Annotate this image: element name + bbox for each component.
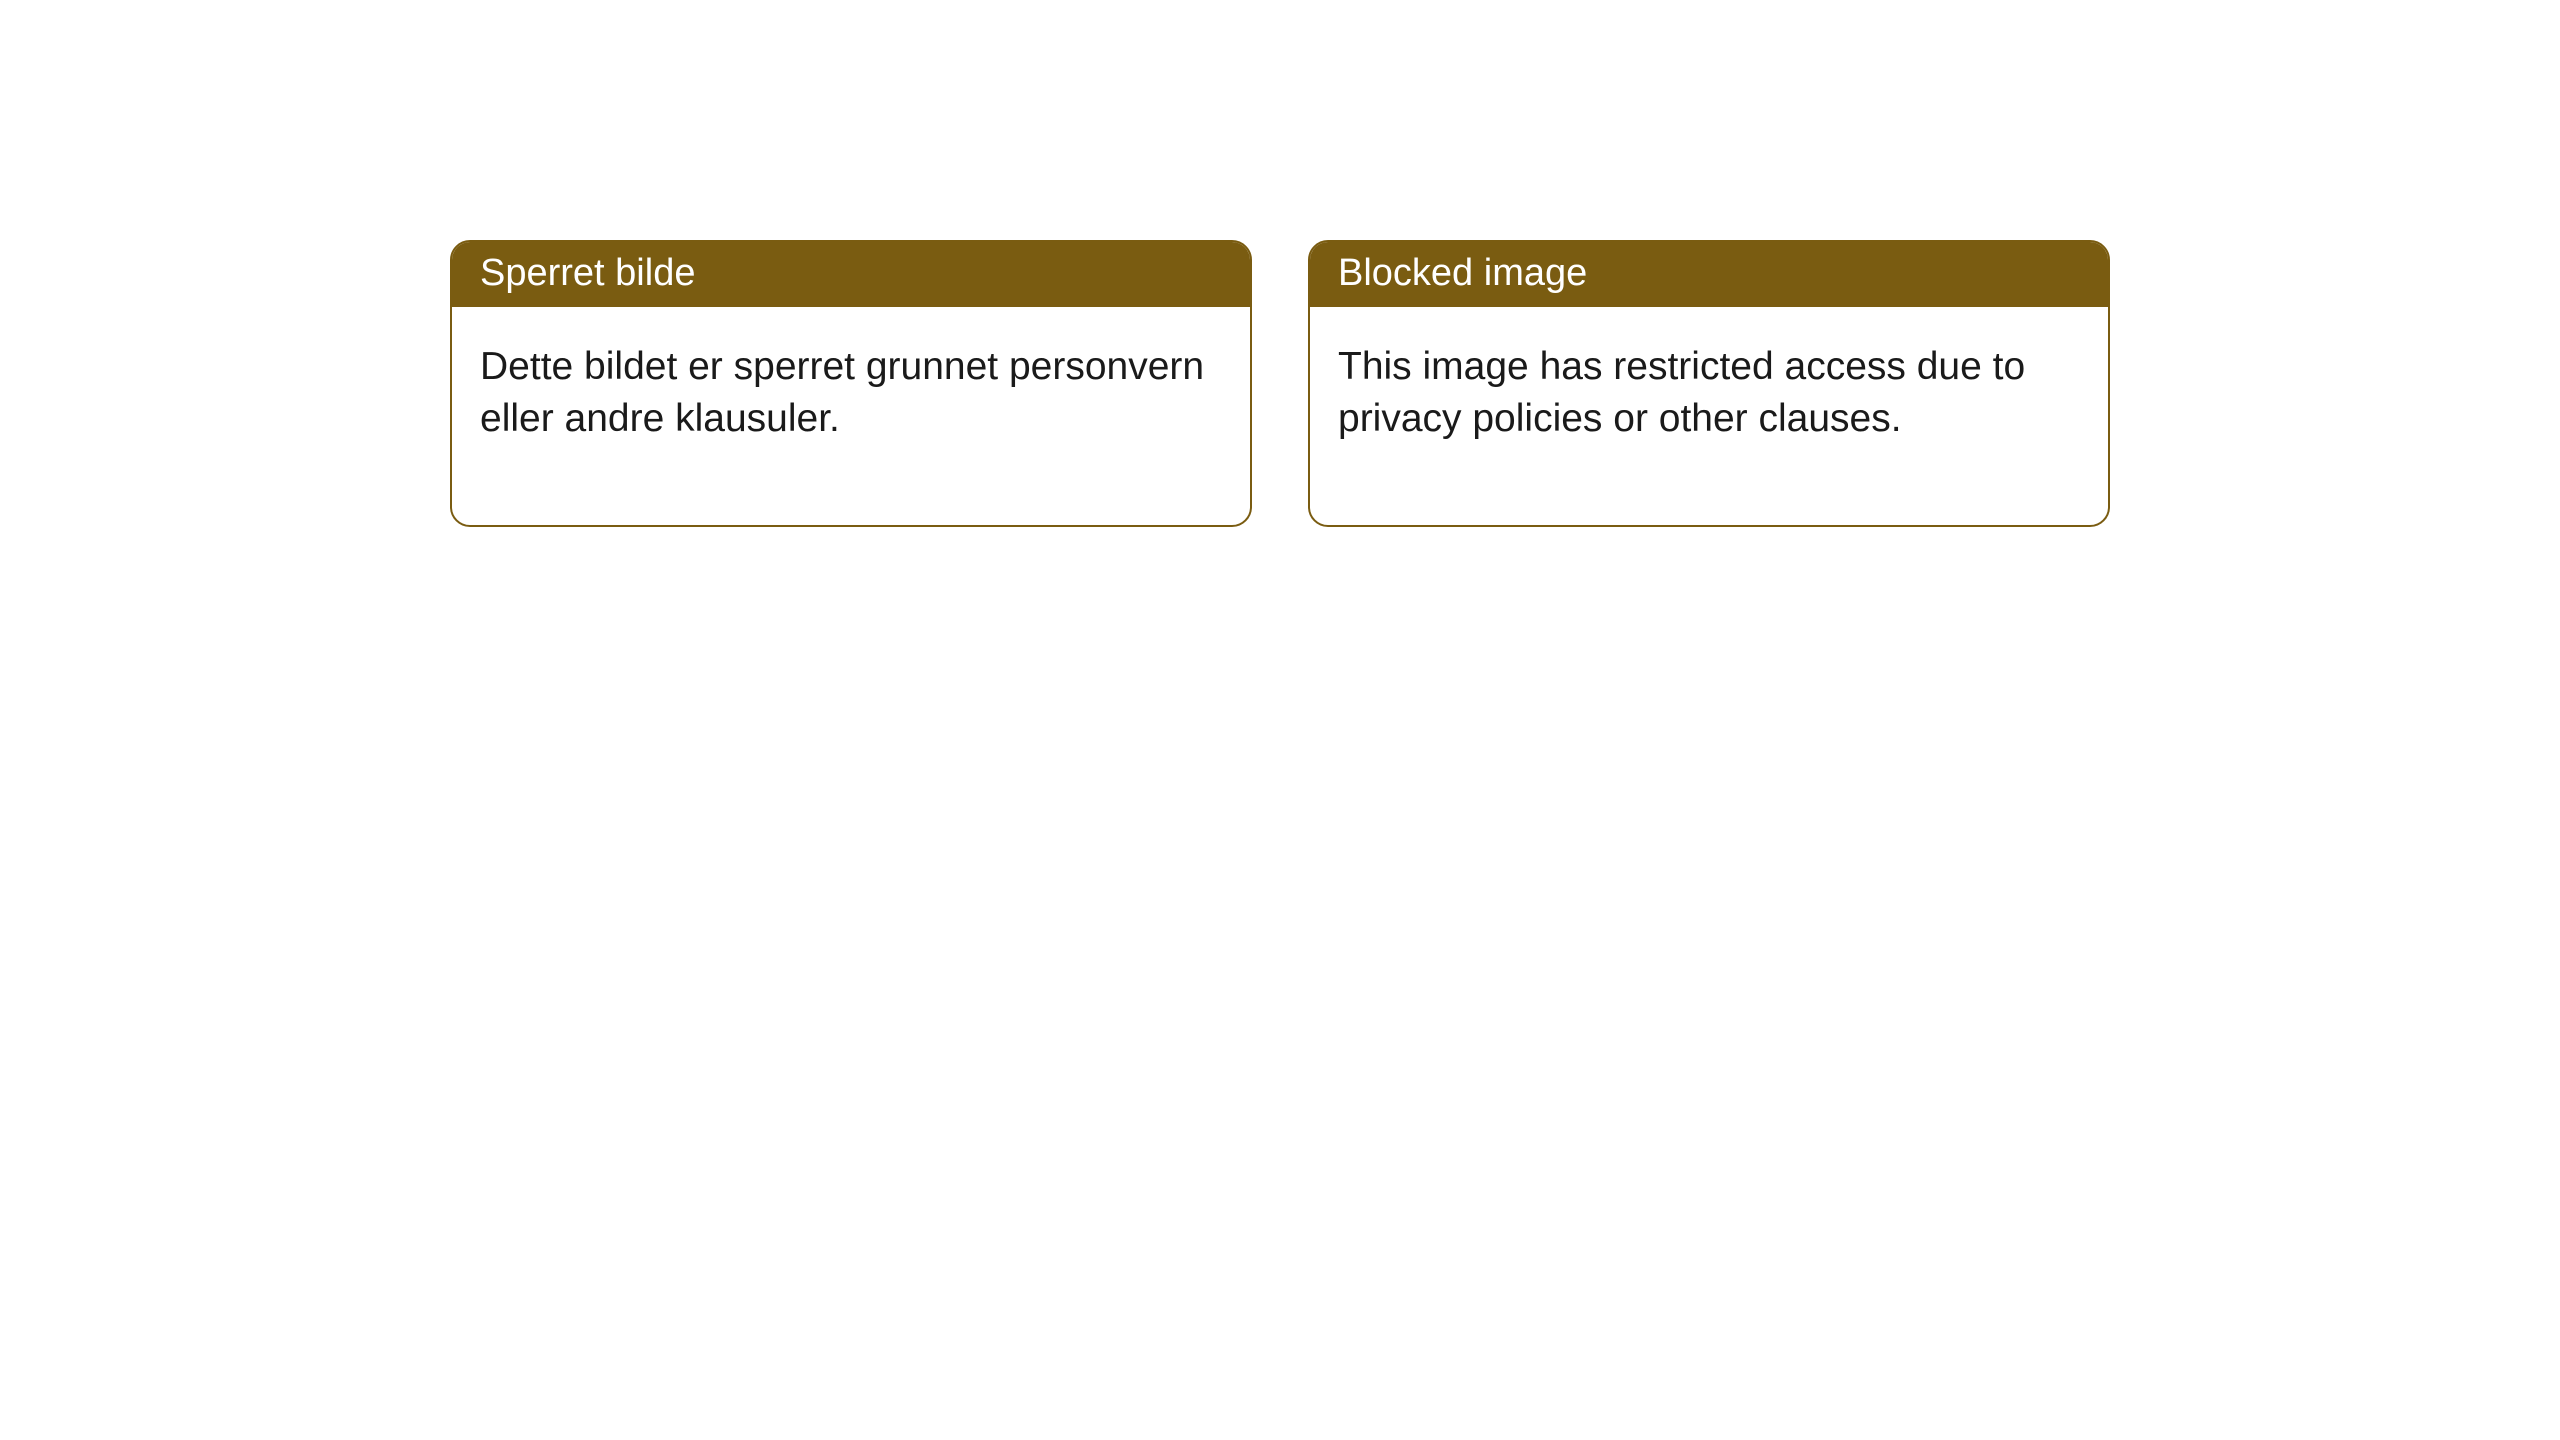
notice-body: This image has restricted access due to … [1310,307,2108,525]
notice-title: Blocked image [1338,252,1587,294]
notice-card-english: Blocked image This image has restricted … [1308,240,2110,527]
notice-header: Sperret bilde [452,242,1250,307]
notice-title: Sperret bilde [480,252,695,294]
notice-header: Blocked image [1310,242,2108,307]
notice-card-norwegian: Sperret bilde Dette bildet er sperret gr… [450,240,1252,527]
notice-body: Dette bildet er sperret grunnet personve… [452,307,1250,525]
notice-body-text: This image has restricted access due to … [1338,345,2025,440]
notice-body-text: Dette bildet er sperret grunnet personve… [480,345,1204,440]
notice-container: Sperret bilde Dette bildet er sperret gr… [450,240,2110,527]
